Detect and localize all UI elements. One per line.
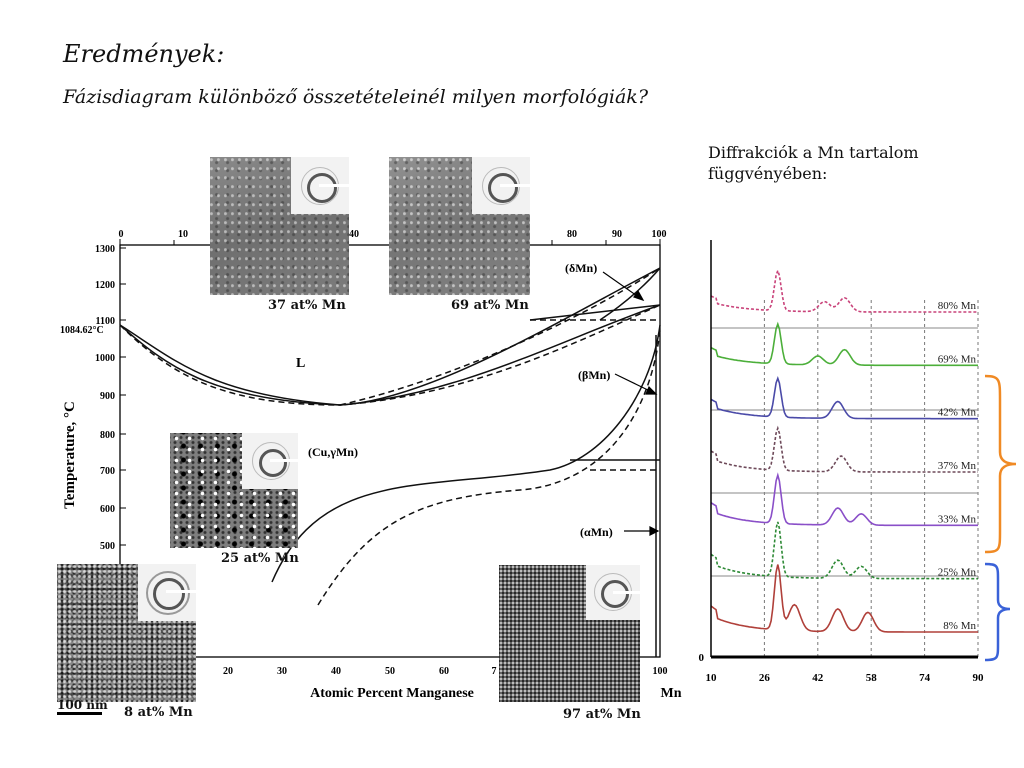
- micrograph-label: 69 at% Mn: [451, 298, 529, 313]
- liquidus-dashed: [119, 324, 341, 406]
- diffraction-inset: [138, 564, 196, 621]
- orange-bracket-icon: [984, 374, 1017, 554]
- top-tick-label: 90: [612, 229, 622, 240]
- chart-x-tick-label: 74: [919, 672, 931, 684]
- top-tick-label: 10: [178, 229, 188, 240]
- micrograph-8-mn: [57, 564, 196, 702]
- diffraction-series-label: 8% Mn: [943, 620, 976, 632]
- bottom-tick-label: 30: [277, 666, 287, 677]
- top-tick-label: 0: [119, 229, 124, 240]
- beam-stop-icon: [613, 591, 640, 594]
- bottom-tick-label: 7: [492, 666, 497, 677]
- chart-series-group: [710, 268, 978, 633]
- diffraction-inset: [586, 565, 640, 620]
- top-tick-label: 100: [652, 229, 667, 240]
- diffraction-series-line: [710, 521, 978, 580]
- bottom-tick-label: 60: [439, 666, 449, 677]
- phase-boundaries: [119, 267, 661, 657]
- diffraction-series-line: [710, 564, 978, 633]
- diffraction-inset: [472, 157, 530, 214]
- chart-x-tick-label: 42: [812, 672, 824, 684]
- y-axis-title: Temperature, °C: [62, 401, 78, 509]
- beam-stop-icon: [500, 184, 530, 187]
- micrograph-37-mn: [210, 157, 349, 295]
- diffraction-series-label: 25% Mn: [938, 567, 977, 579]
- diffraction-series-line: [710, 268, 978, 313]
- y-tick-label: 1000: [95, 353, 115, 364]
- chart-y-tick-label: 0: [699, 652, 705, 664]
- melting-point-label: 1084.62°C: [60, 325, 104, 336]
- diffraction-ring-icon: [146, 571, 190, 615]
- gamma-solvus-dashed: [317, 329, 661, 606]
- bottom-tick-label: 20: [223, 666, 233, 677]
- beta-mn-label: (βMn): [578, 368, 610, 382]
- diffraction-series-line: [710, 425, 978, 473]
- x-axis-element: Mn: [661, 686, 682, 701]
- region-arrows: [602, 271, 660, 536]
- diffraction-series-label: 33% Mn: [938, 513, 977, 525]
- top-tick-label: 80: [567, 229, 577, 240]
- diffraction-series-label: 69% Mn: [938, 353, 977, 365]
- slide-title: Eredmények:: [63, 40, 225, 68]
- diffraction-inset: [291, 157, 349, 214]
- alpha-mn-label: (αMn): [580, 525, 613, 539]
- left-axis-ticks: [120, 247, 126, 546]
- micrograph-69-mn: [389, 157, 530, 295]
- scale-bar: [57, 712, 102, 715]
- chart-x-tick-label: 26: [759, 672, 771, 684]
- gamma-solvus: [271, 324, 661, 583]
- y-tick-label: 800: [100, 430, 115, 441]
- diffraction-inset: [242, 433, 298, 489]
- bottom-tick-label: 50: [385, 666, 395, 677]
- y-tick-label: 600: [100, 504, 115, 515]
- delta-mn-label: (δMn): [565, 261, 597, 275]
- left-axis-labels: 1300 1200 1100 1000 900 800 700 600 500: [95, 244, 115, 552]
- diffraction-series-line: [710, 376, 978, 420]
- micrograph-label: 37 at% Mn: [268, 298, 346, 313]
- delta-line: [529, 304, 661, 321]
- diffraction-series-line: [710, 321, 978, 367]
- chart-series-labels: 80% Mn 69% Mn 42% Mn 37% Mn 33% Mn 25% Mn 8% M…: [938, 300, 977, 632]
- bottom-tick-label: 40: [331, 666, 341, 677]
- slide-subtitle: Fázisdiagram különböző összetételeinél m…: [63, 86, 649, 108]
- chart-x-tick-label: 58: [866, 672, 878, 684]
- chart-x-ticks: 10 26 42 58 74 90: [706, 672, 985, 684]
- beam-stop-icon: [270, 459, 298, 462]
- micrograph-label: 8 at% Mn: [124, 705, 193, 720]
- micrograph-97-mn: [499, 565, 640, 702]
- diffraction-series-label: 37% Mn: [938, 460, 977, 472]
- diffraction-series-line: [710, 472, 978, 527]
- x-axis-title: Atomic Percent Manganese: [310, 686, 474, 701]
- beam-stop-icon: [319, 184, 349, 187]
- y-tick-label: 1300: [95, 244, 115, 255]
- scale-bar-label: 100 nm: [57, 698, 108, 712]
- mid-dashed: [339, 304, 661, 406]
- upper-dashed: [339, 267, 661, 406]
- y-tick-label: 1200: [95, 280, 115, 291]
- chart-x-tick-label: 90: [973, 672, 985, 684]
- bottom-tick-label: 100: [653, 666, 668, 677]
- gamma-mn-label: (Cu,γMn): [308, 445, 358, 459]
- micrograph-label: 25 at% Mn: [221, 551, 299, 566]
- diffraction-heading: Diffrakciók a Mn tartalom függvényében:: [708, 143, 919, 183]
- solidus-curve: [119, 304, 661, 406]
- liquid-label: L: [296, 356, 305, 371]
- blue-bracket-icon: [984, 562, 1011, 662]
- chart-x-tick-label: 10: [706, 672, 718, 684]
- top-axis-labels: 0 10 40 80 90 100: [119, 229, 667, 240]
- micrograph-25-mn: [170, 433, 298, 548]
- region-labels: L (δMn) (βMn) (Cu,γMn) (αMn): [296, 261, 613, 539]
- top-tick-label: 40: [349, 229, 359, 240]
- diffraction-series-label: 42% Mn: [938, 407, 977, 419]
- y-tick-label: 700: [100, 466, 115, 477]
- diffraction-series-label: 80% Mn: [938, 300, 977, 312]
- y-tick-label: 900: [100, 391, 115, 402]
- bottom-axis-labels: 20 30 40 50 60 7 100: [223, 666, 668, 677]
- beam-stop-icon: [166, 590, 196, 593]
- y-tick-label: 1100: [96, 316, 115, 327]
- y-tick-label: 500: [100, 541, 115, 552]
- micrograph-label: 97 at% Mn: [563, 707, 641, 722]
